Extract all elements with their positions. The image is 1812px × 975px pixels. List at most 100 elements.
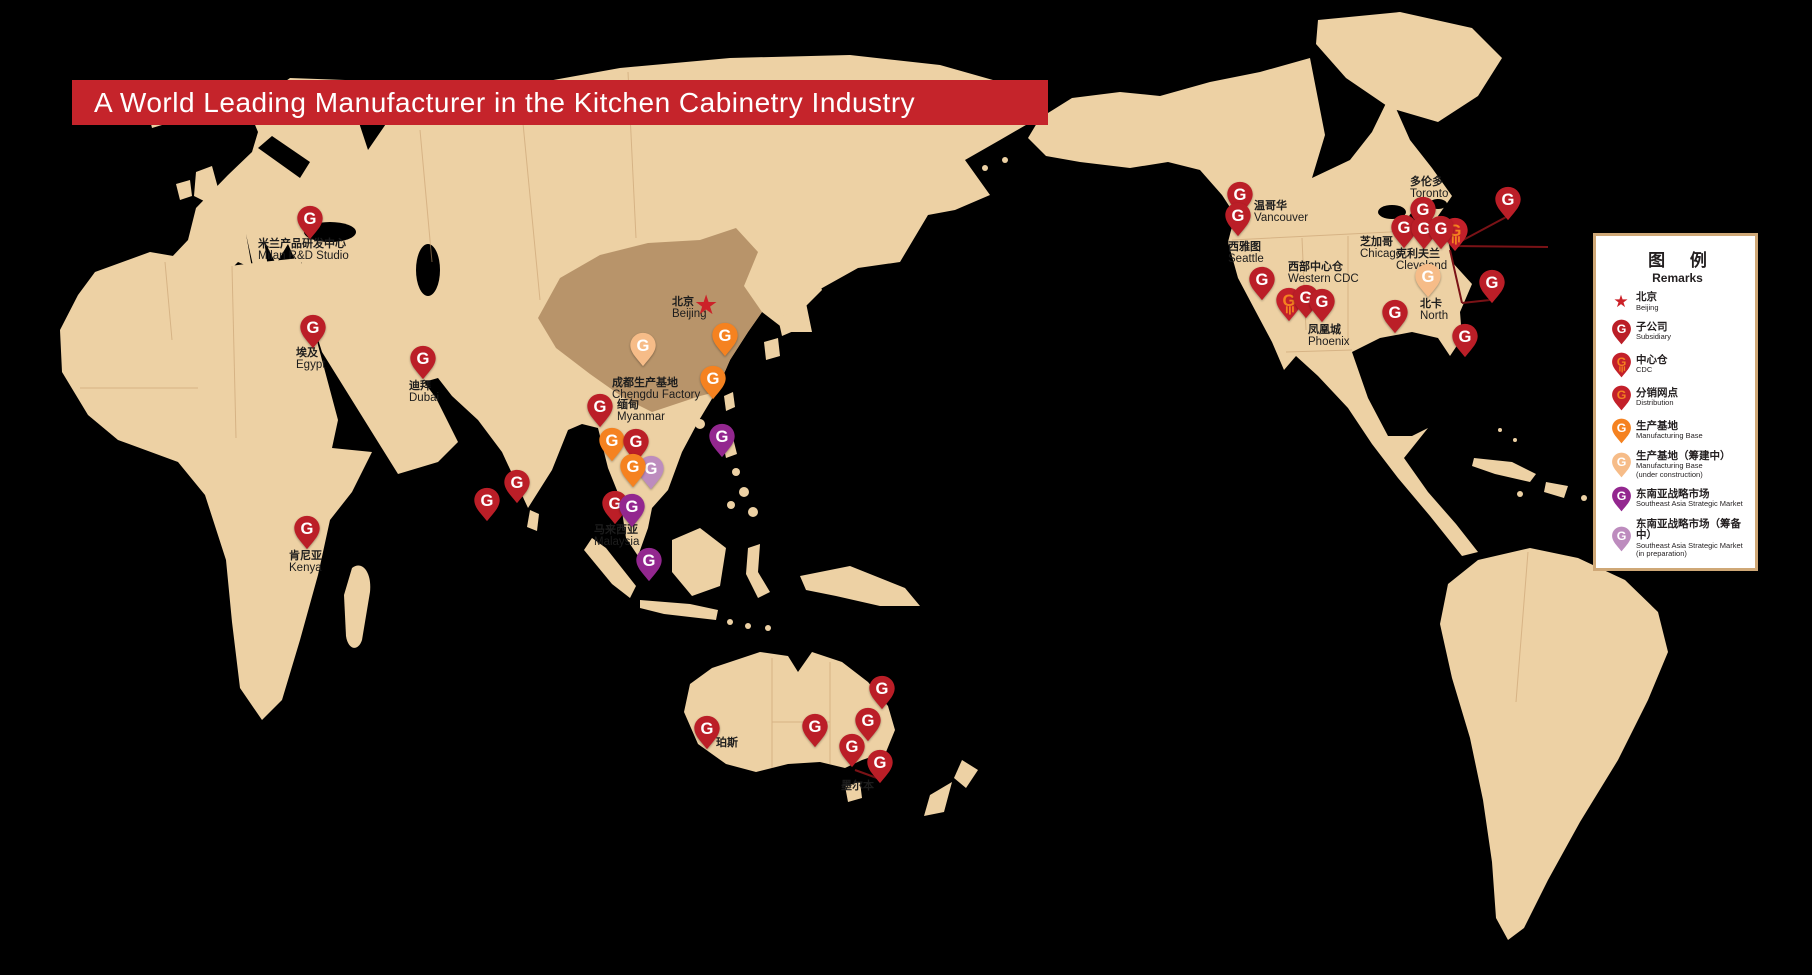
svg-text:G: G: [1616, 455, 1626, 469]
svg-text:G: G: [307, 318, 320, 337]
svg-text:G: G: [809, 717, 822, 736]
svg-text:G: G: [701, 719, 714, 738]
svg-text:G: G: [1389, 303, 1402, 322]
svg-text:G: G: [481, 491, 494, 510]
map-pin-west-3[interactable]: G: [1308, 288, 1336, 323]
map-pin-brisbane[interactable]: G: [868, 675, 896, 710]
svg-text:G: G: [606, 431, 619, 450]
map-label-western-cdc: 西部中心仓 Western CDC: [1288, 261, 1359, 286]
svg-text:G: G: [1616, 322, 1626, 336]
map-pin-philippines[interactable]: G: [708, 423, 736, 458]
svg-text:G: G: [511, 473, 524, 492]
svg-text:G: G: [862, 711, 875, 730]
map-pin-dubai[interactable]: G: [409, 345, 437, 380]
map-pin-indochina-mfg[interactable]: G: [619, 453, 647, 488]
map-pin-egypt[interactable]: G: [299, 314, 327, 349]
svg-text:G: G: [626, 497, 639, 516]
cdc-pin-icon: G: [1606, 352, 1636, 378]
svg-text:G: G: [1616, 388, 1626, 402]
map-label-dubai: 迪拜 Dubai: [409, 380, 440, 405]
map-pin-seattle[interactable]: G: [1224, 202, 1252, 237]
map-pin-south-china[interactable]: G: [699, 365, 727, 400]
svg-text:G: G: [1398, 218, 1411, 237]
map-pin-texas[interactable]: G: [1381, 299, 1409, 334]
map-pin-india[interactable]: G: [503, 469, 531, 504]
map-pin-singapore[interactable]: G: [618, 493, 646, 528]
beijing-star-marker[interactable]: ★: [694, 290, 719, 320]
svg-text:G: G: [876, 679, 889, 698]
svg-text:G: G: [1234, 185, 1247, 204]
map-pin-milan[interactable]: G: [296, 205, 324, 240]
map-label-egypt: 埃及 Egypt: [296, 347, 326, 372]
map-pin-adelaide[interactable]: G: [801, 713, 829, 748]
svg-text:G: G: [1616, 421, 1626, 435]
svg-text:G: G: [707, 369, 720, 388]
map-pin-tasmania[interactable]: G: [866, 749, 894, 784]
subsidiary-pin-icon: G: [1606, 319, 1636, 345]
svg-text:G: G: [1435, 219, 1448, 238]
star-icon: ★: [1613, 292, 1629, 312]
svg-text:G: G: [417, 349, 430, 368]
map-pin-north-carolina[interactable]: G: [1414, 263, 1442, 298]
sea-pin-icon: G: [1606, 486, 1636, 512]
map-pin-california[interactable]: G: [1248, 266, 1276, 301]
map-label-chengdu: 成都生产基地 Chengdu Factory: [612, 377, 701, 402]
map-pin-northeast-1[interactable]: G: [1494, 186, 1522, 221]
map-pin-kenya[interactable]: G: [293, 515, 321, 550]
map-label-phoenix: 凤凰城 Phoenix: [1308, 324, 1350, 349]
legend-item-sea-prep: G 东南亚战略市场（筹备中） Southeast Asia Strategic Ma…: [1606, 518, 1749, 559]
legend-item-manufacturing: G 生产基地 Manufacturing Base: [1606, 418, 1749, 444]
legend-item-subsidiary: G 子公司 Subsidiary: [1606, 319, 1749, 345]
map-pin-cleveland-2[interactable]: G: [1427, 215, 1455, 250]
svg-text:G: G: [643, 551, 656, 570]
svg-text:G: G: [1256, 270, 1269, 289]
map-label-north-carolina: 北卡 North: [1420, 298, 1449, 323]
legend-item-star: ★ 北京 Beijing: [1606, 291, 1749, 312]
legend-item-distribution: G 分销网点 Distribution: [1606, 385, 1749, 411]
map-pin-florida[interactable]: G: [1451, 323, 1479, 358]
svg-text:G: G: [627, 457, 640, 476]
page-title: A World Leading Manufacturer in the Kitc…: [94, 86, 916, 118]
map-label-seattle: 西雅图 Seattle: [1228, 241, 1264, 266]
map-pin-east-china[interactable]: G: [711, 322, 739, 357]
map-pin-indonesia[interactable]: G: [635, 547, 663, 582]
sea-prep-pin-icon: G: [1606, 526, 1636, 552]
svg-text:G: G: [630, 432, 643, 451]
svg-text:G: G: [1486, 273, 1499, 292]
svg-text:G: G: [846, 737, 859, 756]
svg-text:G: G: [1616, 489, 1626, 503]
svg-text:G: G: [719, 326, 732, 345]
svg-text:G: G: [594, 397, 607, 416]
title-banner: A World Leading Manufacturer in the Kitc…: [72, 80, 1048, 125]
svg-text:G: G: [1422, 267, 1435, 286]
legend-title: 图 例: [1648, 251, 1717, 270]
legend-item-cdc: G 中心仓 CDC: [1606, 352, 1749, 378]
svg-text:G: G: [301, 519, 314, 538]
manufacturing-uc-pin-icon: G: [1606, 452, 1636, 478]
map-label-milan: 米兰产品研发中心 Milan R&D Studio: [258, 238, 349, 263]
legend-subtitle: Remarks: [1652, 271, 1703, 285]
svg-text:G: G: [637, 336, 650, 355]
map-pin-sri-lanka[interactable]: G: [473, 487, 501, 522]
distribution-pin-icon: G: [1606, 385, 1636, 411]
map-pin-northeast-2[interactable]: G: [1478, 269, 1506, 304]
map-pin-myanmar[interactable]: G: [586, 393, 614, 428]
svg-text:G: G: [1616, 355, 1626, 369]
legend-item-sea: G 东南亚战略市场 Southeast Asia Strategic Market: [1606, 486, 1749, 512]
svg-text:G: G: [874, 753, 887, 772]
map-pin-perth[interactable]: G: [693, 715, 721, 750]
south-america-landmass: [1440, 548, 1668, 940]
map-label-vancouver: 温哥华 Vancouver: [1254, 200, 1309, 225]
map-pin-chengdu[interactable]: G: [629, 332, 657, 367]
map-pin-melbourne[interactable]: G: [838, 733, 866, 768]
legend-item-manufacturing-uc: G 生产基地（筹建中） Manufacturing Base (under const…: [1606, 450, 1749, 479]
svg-text:G: G: [1616, 529, 1626, 543]
north-america-landmass: [1028, 58, 1478, 556]
china-region: [538, 228, 762, 412]
manufacturing-pin-icon: G: [1606, 418, 1636, 444]
svg-text:G: G: [1232, 206, 1245, 225]
